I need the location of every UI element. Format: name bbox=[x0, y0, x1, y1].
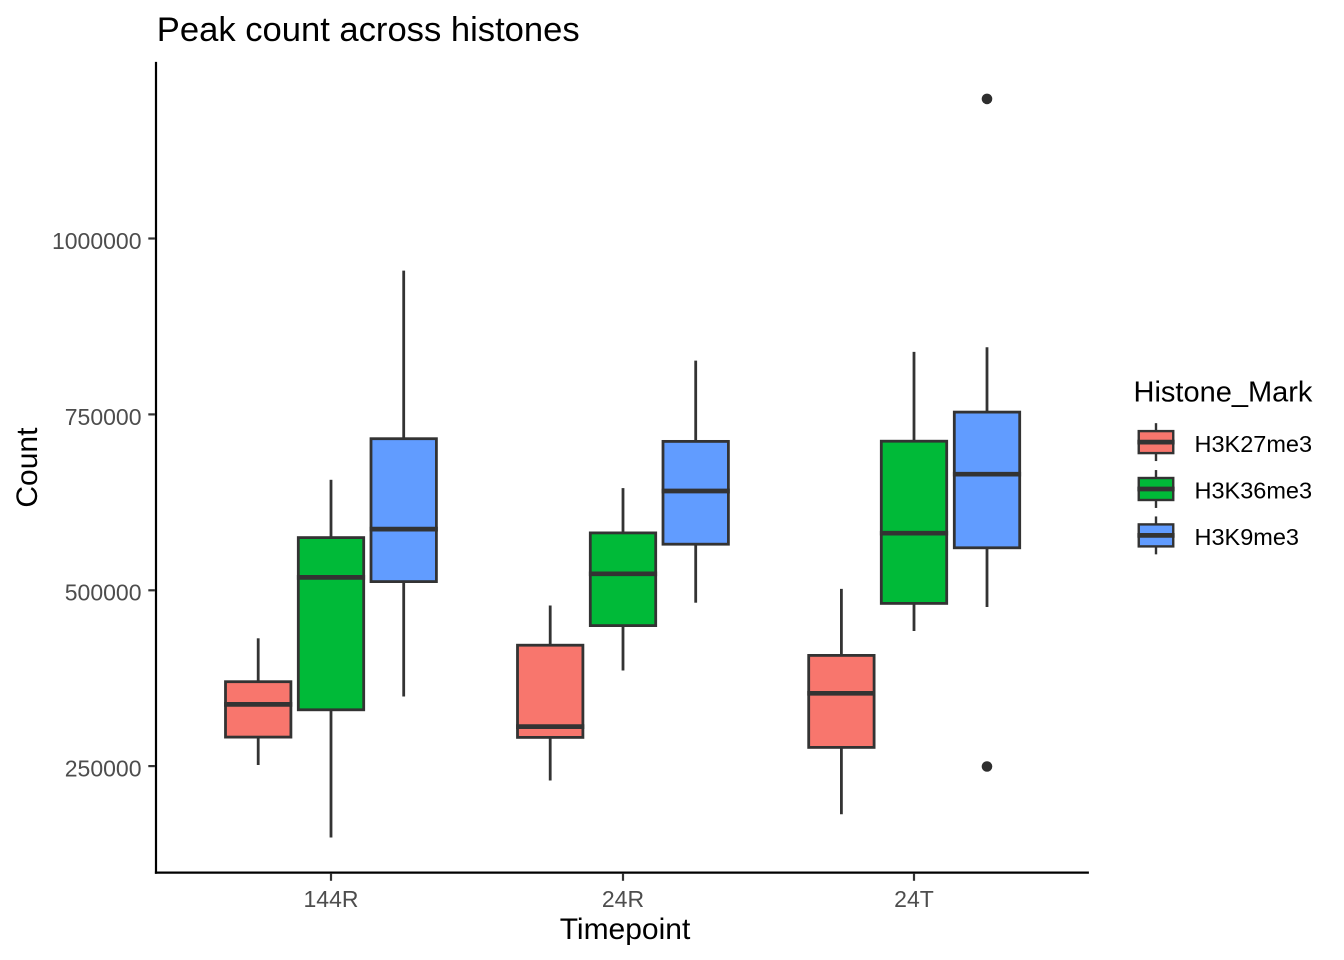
svg-text:Histone_Mark: Histone_Mark bbox=[1134, 376, 1313, 408]
svg-text:144R: 144R bbox=[304, 886, 359, 912]
svg-text:H3K36me3: H3K36me3 bbox=[1195, 478, 1313, 504]
svg-text:Timepoint: Timepoint bbox=[560, 913, 691, 946]
svg-text:H3K9me3: H3K9me3 bbox=[1195, 524, 1300, 550]
svg-text:H3K27me3: H3K27me3 bbox=[1195, 431, 1313, 457]
svg-text:750000: 750000 bbox=[65, 404, 142, 430]
svg-text:250000: 250000 bbox=[65, 756, 142, 782]
svg-text:Count: Count bbox=[11, 427, 44, 508]
svg-text:500000: 500000 bbox=[65, 580, 142, 606]
svg-text:24T: 24T bbox=[894, 886, 934, 912]
svg-text:Peak count across histones: Peak count across histones bbox=[157, 11, 580, 49]
svg-text:24R: 24R bbox=[602, 886, 644, 912]
svg-text:1000000: 1000000 bbox=[52, 228, 142, 254]
